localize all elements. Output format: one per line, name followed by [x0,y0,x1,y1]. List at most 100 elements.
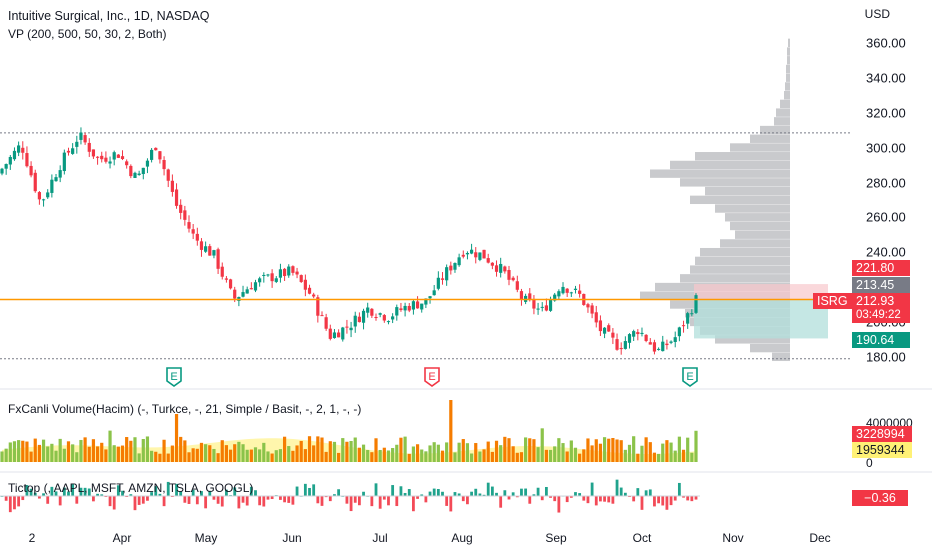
candle-body [644,334,648,341]
volume-bar [166,453,170,462]
tictop-bar [38,496,41,499]
candle-body [199,241,204,250]
volume-profile-row [786,64,790,74]
volume-bar [154,451,158,462]
price-tick-label: 300.00 [866,140,906,156]
candle-body [116,154,120,158]
time-axis-label: May [194,531,218,545]
poc-price-badge: 213.45 [852,277,910,293]
tictop-bar [362,491,365,496]
volume-bar [341,438,345,462]
candle-body [87,142,91,152]
price-tick-label: 280.00 [866,175,906,191]
currency-label[interactable]: USD [864,7,890,21]
candle-body [158,151,162,160]
tictop-bar [507,496,511,500]
volume-bar [208,445,212,462]
candle-body [79,132,83,140]
volume-bar [212,448,216,462]
candle-body [266,274,270,276]
short-position-area[interactable] [694,284,828,300]
tictop-bar [520,488,523,496]
volume-profile-row [787,47,790,56]
symbol-title[interactable]: Intuitive Surgical, Inc., 1D, NASDAQ [8,9,210,23]
volume-bar [116,446,120,462]
volume-bar [303,449,307,462]
tictop-bar [665,496,669,510]
volume-profile-row [784,90,790,100]
tictop-bar [603,496,606,502]
volume-profile-legend[interactable]: VP (200, 500, 50, 30, 2, Both) [8,27,167,41]
time-axis-label: Aug [451,531,473,545]
tictop-bar [387,496,390,506]
tictop-bar [312,484,316,496]
candle-body [112,152,116,160]
candle-body [83,135,87,143]
volume-bar [652,452,657,462]
candle-body [594,312,598,323]
volume-legend[interactable]: FxCanli Volume(Hacim) (-, Turkce, -, 21,… [8,402,362,416]
earnings-marker[interactable]: E [165,367,183,387]
candle-body [686,313,690,324]
volume-bar [170,445,174,462]
tictop-bar [412,496,415,512]
tictop-bar [146,496,149,501]
volume-bar [66,441,71,462]
volume-bar [328,441,332,462]
volume-profile-row [690,195,790,205]
price-tick-label: 340.00 [866,70,906,86]
volume-bar [569,440,573,462]
volume-bar [133,437,137,462]
tictop-bar [33,492,37,496]
candle-body [141,167,145,175]
volume-bar [183,440,187,462]
volume-bar [125,437,129,462]
candle-body [75,141,79,147]
tictop-bar [557,496,561,513]
volume-bar [145,436,150,462]
time-axis-label: Jun [282,531,302,545]
tictop-bar [553,496,557,502]
tictop-bar [316,496,320,504]
volume-bar [661,443,665,462]
volume-bar [690,452,694,462]
volume-bar [262,442,266,462]
tictop-legend[interactable]: Tictop (, AAPL, MSFT, AMZN, TSLA, GOOGL) [8,481,254,495]
candle-body [245,289,249,294]
earnings-marker[interactable]: E [681,367,699,387]
volume-bar [324,451,328,462]
candle-body [287,266,291,276]
high-price-badge: 221.80 [852,260,910,276]
candle-body [536,308,540,310]
candle-body [233,289,237,299]
tictop-bar [116,485,120,496]
candle-body [316,297,320,316]
volume-bar [162,439,166,462]
tictop-bar [374,483,378,496]
tictop-bar [428,491,432,496]
volume-bar [445,442,449,462]
earnings-marker[interactable]: E [423,367,441,387]
volume-bar [507,438,511,462]
volume-bar [8,442,12,462]
volume-bar [79,439,83,462]
tictop-bar [424,496,428,503]
tictop-bar [632,496,636,502]
volume-bar [179,436,183,462]
volume-bar [337,452,341,462]
volume-profile-row [695,256,790,266]
tictop-bar [653,496,656,507]
volume-bar [233,444,237,462]
tictop-bar [29,488,33,496]
tictop-bar [441,491,444,496]
volume-bar [282,436,287,462]
tictop-bar [187,496,191,504]
candle-body [503,266,507,272]
volume-profile-row [725,213,790,222]
volume-bar [586,438,590,462]
candle-body [519,291,524,300]
long-position-area[interactable] [694,299,828,339]
volume-bar [245,449,249,462]
volume-bar [220,440,224,462]
